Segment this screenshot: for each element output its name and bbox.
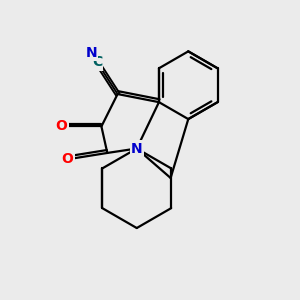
Text: O: O (56, 119, 68, 134)
Text: C: C (92, 56, 102, 69)
Text: N: N (85, 46, 97, 60)
Text: O: O (61, 152, 74, 166)
Text: N: N (131, 142, 142, 155)
